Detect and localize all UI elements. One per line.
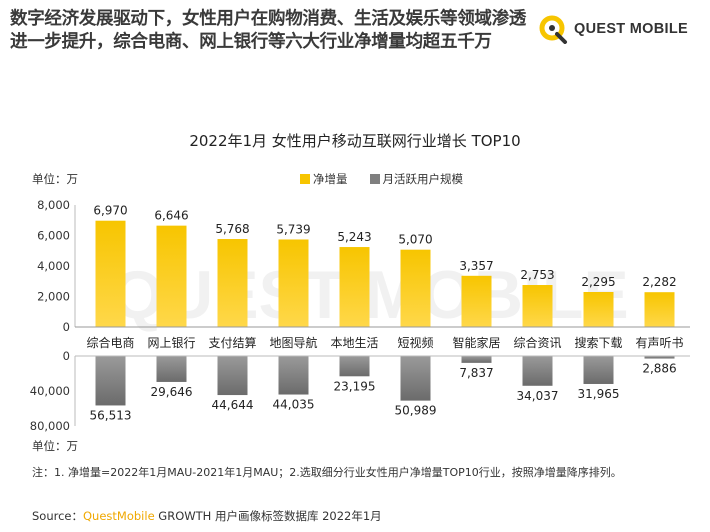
category-label: 地图导航 [269, 335, 317, 350]
net-increase-data-label: 2,295 [581, 275, 615, 289]
source-brand: QuestMobile [83, 509, 155, 523]
headline: 数字经济发展驱动下，女性用户在购物消费、生活及娱乐等领域渗透进一步提升，综合电商… [10, 9, 526, 52]
top-axis-tick-label: 8,000 [37, 198, 70, 212]
category-label: 短视频 [397, 335, 433, 350]
legend-label-net-increase: 净增量 [313, 172, 348, 186]
net-increase-bar [522, 285, 553, 327]
legend-item-mau: 月活跃用户规模 [369, 171, 464, 187]
mau-bars: 56,513 29,646 44,644 44,035 23,195 50,989 7,83… [90, 356, 677, 422]
top-axis-tick-label: 6,000 [37, 229, 70, 243]
top-unit-label: 单位：万 [32, 172, 78, 186]
mau-data-label: 44,644 [212, 398, 254, 412]
mau-bar [400, 356, 431, 401]
legend-label-mau: 月活跃用户规模 [382, 172, 464, 186]
mau-bar [156, 356, 187, 382]
net-increase-bar [583, 292, 614, 327]
bottom-axis-tick-label: 80,000 [30, 419, 70, 433]
top-axis-tick-label: 0 [63, 320, 70, 334]
net-increase-data-label: 6,646 [154, 209, 188, 223]
mau-bar [339, 356, 370, 377]
net-increase-bar [95, 220, 126, 327]
mau-data-label: 7,837 [459, 366, 493, 380]
mau-bar [644, 356, 675, 359]
net-increase-data-label: 5,768 [215, 222, 249, 236]
mau-bar [583, 356, 614, 384]
mau-data-label: 34,037 [517, 389, 559, 403]
mau-bar [217, 356, 248, 396]
legend-swatch-net-increase [300, 174, 310, 184]
category-label: 综合资讯 [513, 335, 561, 350]
net-increase-data-label: 2,753 [520, 268, 554, 282]
category-label: 搜索下载 [574, 335, 622, 350]
mau-data-label: 29,646 [151, 385, 193, 399]
category-label: 综合电商 [86, 335, 134, 350]
net-increase-bar [644, 292, 675, 327]
net-increase-bar [461, 275, 492, 327]
questmobile-logo-icon [539, 15, 567, 44]
bottom-unit-label: 单位：万 [32, 439, 78, 453]
mau-bar [522, 356, 553, 386]
net-increase-bar [278, 239, 309, 327]
bottom-axis-tick-label: 40,000 [30, 384, 70, 398]
mau-bar [461, 356, 492, 363]
net-increase-data-label: 5,739 [276, 222, 310, 236]
source-prefix: Source： [32, 509, 83, 523]
category-label: 有声听书 [635, 336, 683, 350]
net-increase-data-label: 5,070 [398, 233, 432, 247]
category-label: 本地生活 [330, 336, 378, 350]
net-increase-data-label: 2,282 [642, 275, 676, 289]
top-axis-tick-label: 4,000 [37, 259, 70, 273]
mau-data-label: 56,513 [90, 408, 132, 422]
footnote: 注：1. 净增量=2022年1月MAU-2021年1月MAU；2.选取细分行业女… [32, 466, 622, 479]
legend-swatch-mau [369, 174, 380, 184]
axes: 8,000 6,000 4,000 2,000 0 0 40,000 80,000 综合电商 网上… [30, 198, 690, 433]
bottom-axis-tick-label: 0 [63, 349, 70, 363]
net-increase-data-label: 3,357 [459, 259, 493, 273]
top-axis-tick-label: 2,000 [37, 290, 70, 304]
category-label: 智能家居 [452, 335, 500, 350]
legend-item-net-increase: 净增量 [300, 171, 348, 187]
mau-bar [278, 356, 309, 395]
chart-title: 2022年1月 女性用户移动互联网行业增长 TOP10 [189, 132, 521, 150]
net-increase-bars: 6,970 6,646 5,768 5,739 5,243 5,070 3,357 2,753… [93, 204, 677, 327]
brand-name: QUEST MOBILE [574, 21, 688, 37]
category-label: 支付结算 [208, 335, 256, 350]
mau-bar [95, 356, 126, 406]
mau-data-label: 23,195 [334, 379, 376, 393]
mau-data-label: 31,965 [578, 387, 620, 401]
source-line: Source：QuestMobile GROWTH 用户画像标签数据库 2022… [32, 508, 382, 524]
net-increase-bar [156, 225, 187, 327]
net-increase-data-label: 6,970 [93, 204, 127, 218]
net-increase-bar [400, 249, 431, 327]
mau-data-label: 2,886 [642, 362, 676, 376]
source-suffix: GROWTH 用户画像标签数据库 2022年1月 [154, 509, 382, 523]
mau-data-label: 50,989 [395, 404, 437, 418]
brand-logo: QUEST MOBILE [538, 14, 688, 44]
legend: 净增量 月活跃用户规模 [300, 171, 485, 187]
net-increase-bar [339, 247, 370, 327]
category-label: 网上银行 [147, 336, 195, 350]
mau-data-label: 44,035 [273, 398, 315, 412]
net-increase-data-label: 5,243 [337, 230, 371, 244]
net-increase-bar [217, 239, 248, 327]
